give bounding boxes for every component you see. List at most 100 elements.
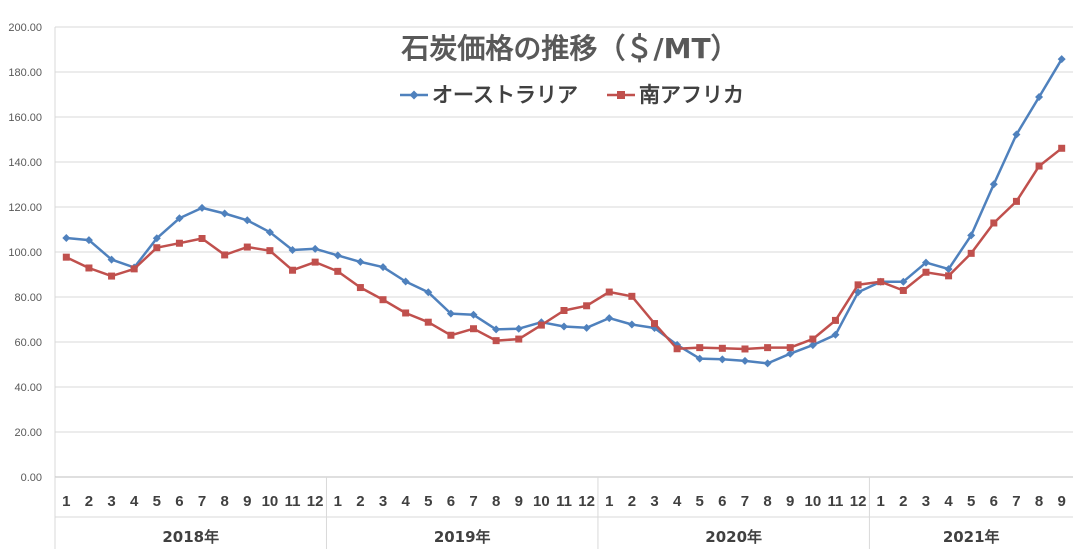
legend-item: オーストラリア <box>400 83 578 107</box>
x-tick-label: 3 <box>107 493 115 510</box>
x-tick-label: 11 <box>828 493 844 510</box>
data-point <box>311 258 319 266</box>
data-point <box>424 288 433 297</box>
data-point <box>175 214 184 223</box>
legend-label: オーストラリア <box>432 83 578 107</box>
chart-title: 石炭価格の推移（＄/MT） <box>400 32 738 65</box>
data-point <box>990 219 998 227</box>
x-tick-label: 8 <box>763 493 771 510</box>
data-point <box>265 228 274 237</box>
x-tick-label: 8 <box>492 493 500 510</box>
data-point <box>198 203 207 212</box>
data-point <box>424 318 432 326</box>
data-point <box>899 277 908 286</box>
data-point <box>696 344 704 352</box>
x-tick-label: 7 <box>198 493 206 510</box>
data-point <box>627 320 636 329</box>
data-point <box>470 325 478 333</box>
x-tick-label: 12 <box>850 493 867 510</box>
x-tick-label: 1 <box>605 493 613 510</box>
data-point <box>492 337 500 345</box>
y-tick-label: 40.00 <box>14 382 42 394</box>
data-point <box>446 309 455 318</box>
x-tick-label: 4 <box>401 493 410 510</box>
data-point <box>695 354 704 363</box>
x-tick-label: 1 <box>62 493 70 510</box>
data-point <box>356 284 364 292</box>
data-point <box>944 265 953 274</box>
y-tick-label: 140.00 <box>8 157 42 169</box>
y-tick-label: 200.00 <box>8 22 42 34</box>
data-point <box>130 265 138 273</box>
data-point <box>764 344 772 352</box>
x-tick-label: 3 <box>922 493 930 510</box>
series-line <box>65 147 1063 351</box>
x-tick-label: 5 <box>696 493 704 510</box>
data-point <box>967 231 976 240</box>
x-tick-label: 7 <box>1012 493 1020 510</box>
x-tick-label: 4 <box>673 493 682 510</box>
data-point <box>175 239 183 247</box>
x-tick-label: 2 <box>628 493 636 510</box>
data-point <box>447 331 455 339</box>
data-point <box>650 320 658 328</box>
x-axis: 1 2 3 4 5 6 7 8 9 10 11 12 1 2 3 4 5 6 7 8 9 10 11 12 1 2 3 4 5 6 7 8 9 1… <box>54 476 1073 549</box>
x-tick-label: 6 <box>990 493 998 510</box>
x-tick-label: 5 <box>424 493 432 510</box>
data-point <box>198 235 206 242</box>
data-point <box>718 355 727 364</box>
series-1 <box>62 144 1066 353</box>
x-tick-label: 4 <box>130 493 139 510</box>
data-point <box>673 345 681 353</box>
x-tick-label: 1 <box>877 493 885 510</box>
year-label: 2019年 <box>434 528 491 546</box>
x-tick-label: 5 <box>153 493 161 510</box>
x-tick-label: 4 <box>944 493 953 510</box>
data-point <box>741 345 749 353</box>
legend-marker <box>617 91 625 99</box>
data-point <box>967 249 975 257</box>
data-point <box>718 344 726 352</box>
data-point <box>877 278 885 286</box>
data-point <box>402 309 410 317</box>
x-tick-label: 10 <box>805 493 822 510</box>
x-tick-label: 9 <box>515 493 523 510</box>
x-tick-label: 3 <box>379 493 387 510</box>
series-0 <box>62 55 1066 368</box>
data-point <box>831 330 840 339</box>
x-tick-label: 5 <box>967 493 975 510</box>
data-point <box>1057 55 1066 64</box>
y-tick-label: 120.00 <box>8 202 42 214</box>
data-point <box>1012 197 1020 205</box>
data-point <box>921 258 930 267</box>
data-point <box>220 209 229 218</box>
x-tick-label: 7 <box>469 493 477 510</box>
x-tick-label: 2 <box>899 493 907 510</box>
x-tick-label: 8 <box>1035 493 1043 510</box>
x-tick-label: 10 <box>533 493 550 510</box>
x-tick-label: 9 <box>1058 493 1066 510</box>
data-point <box>152 234 161 243</box>
year-label: 2018年 <box>162 528 219 546</box>
data-point <box>605 314 614 323</box>
x-tick-label: 2 <box>356 493 364 510</box>
data-point <box>740 356 749 365</box>
year-label: 2020年 <box>705 528 762 546</box>
data-point <box>84 236 93 245</box>
data-point <box>583 302 591 310</box>
data-point <box>560 322 568 331</box>
data-point <box>288 245 297 254</box>
x-tick-label: 6 <box>447 493 455 510</box>
data-point <box>514 324 523 333</box>
y-tick-label: 60.00 <box>14 337 42 349</box>
data-point <box>379 263 388 272</box>
x-tick-label: 12 <box>307 493 324 510</box>
data-point <box>763 359 772 368</box>
data-point <box>469 310 478 319</box>
data-point <box>221 251 229 259</box>
x-tick-label: 6 <box>175 493 183 510</box>
data-point <box>560 307 568 314</box>
x-tick-label: 12 <box>578 493 595 510</box>
x-tick-label: 7 <box>741 493 749 510</box>
